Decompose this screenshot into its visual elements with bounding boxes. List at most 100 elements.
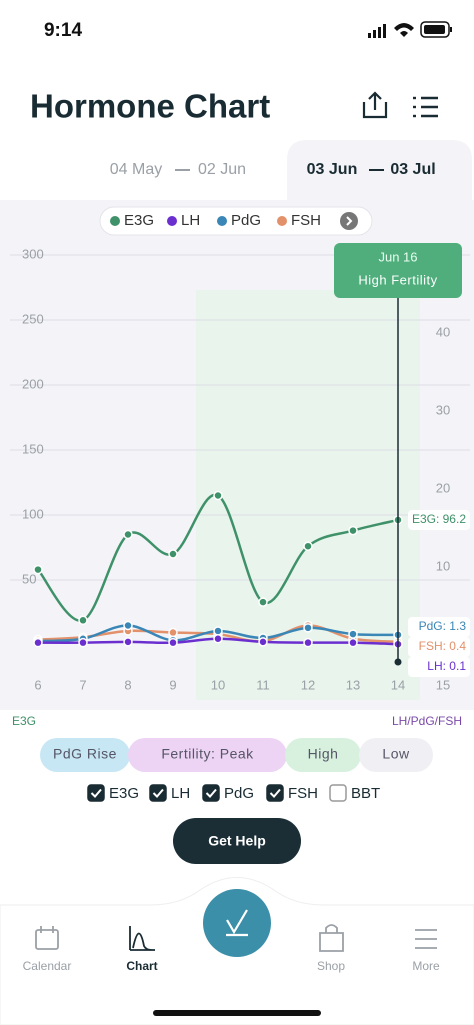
y-tick-label: 50 [22,571,36,586]
phase-label: Low [382,746,410,762]
share-button[interactable] [362,91,388,119]
y2-tick-label: 20 [436,480,450,495]
y2-tick-label: 40 [436,324,450,339]
value-label-bg [408,617,470,637]
x-tick-label: 14 [391,677,405,692]
y-tick-label: 250 [22,311,44,326]
legend-label: E3G [124,212,154,229]
data-point [123,620,133,631]
phase-label: PdG Rise [53,746,117,762]
checkbox-label: BBT [351,785,380,802]
checkbox[interactable] [87,784,105,802]
y-tick-label: 200 [22,376,44,391]
nav-label[interactable]: Chart [126,959,157,973]
phase [40,738,130,772]
data-point [303,541,313,551]
value-label: E3G: 96.2 [412,512,466,526]
nav-label[interactable]: Calendar [23,959,72,973]
legend-dot [277,216,287,226]
page-title: Hormone Chart [30,88,270,125]
legend-more-icon [346,216,353,226]
x-tick-label: 7 [79,677,86,692]
controls: PdG Rise Fertility: Peak High Low E3G LH PdG FS… [40,738,433,864]
phase-label: Fertility: Peak [161,746,254,762]
tab-start: 04 May [110,161,162,178]
log-button[interactable] [203,889,271,957]
y2-tick-label: 10 [436,558,450,573]
tooltip-date: Jun 16 [378,249,417,264]
y-tick-label: 100 [22,506,44,521]
menu-button[interactable] [413,96,438,118]
value-label-bg [408,637,470,657]
data-point [168,549,178,559]
data-point [213,634,223,644]
y2-axis-label: LH/PdG/FSH [392,714,462,728]
tab-end: 03 Jul [390,161,435,178]
x-tick-label: 9 [169,677,176,692]
checkbox[interactable] [202,784,220,802]
y-tick-label: 300 [22,246,44,261]
checkmark [152,788,164,798]
data-point [123,637,133,647]
data-point [78,615,88,626]
value-label: FSH: 0.4 [419,639,467,653]
x-tick-label: 6 [34,677,41,692]
data-point [78,637,88,648]
data-point [303,637,313,648]
legend-dot [217,216,227,226]
nav-label[interactable]: More [412,959,440,973]
x-tick-label: 15 [436,677,450,692]
status-icons [368,21,452,38]
checkbox-label: LH [171,785,190,802]
chart: 5010015020025030010203040506789101112131… [10,206,470,728]
data-point [213,490,223,501]
checkmark [90,788,102,798]
legend-label: LH [181,212,200,229]
checkbox-label: E3G [109,785,139,802]
legend-label: PdG [231,212,261,229]
phase-label: High [308,746,339,762]
value-label-bg [408,657,470,677]
legend [99,206,373,236]
tooltip-label: High Fertility [358,272,437,287]
y2-tick-label: 30 [436,402,450,417]
checkbox[interactable] [149,784,167,802]
x-tick-label: 10 [211,677,225,692]
legend-more[interactable] [340,212,358,230]
checkbox-label: PdG [224,785,254,802]
tab[interactable]: 03 Jun 03 Jul [307,161,436,178]
data-point [348,525,358,536]
nav-label[interactable]: Shop [317,959,345,973]
data-point [348,629,358,639]
help-button[interactable] [173,818,301,864]
legend-label: FSH [291,212,321,229]
legend-dot [110,216,120,226]
x-tick-label: 12 [301,677,315,692]
help-button-label: Get Help [208,833,266,849]
data-point [258,597,268,607]
selection-dot [394,658,402,666]
data-point [168,627,178,638]
data-point [213,626,223,636]
x-tick-label: 11 [256,677,270,692]
y-axis-label: E3G [12,714,36,728]
data-point [258,637,268,647]
data-point [303,623,313,633]
data-point [348,637,358,648]
x-tick-label: 8 [124,677,131,692]
checkmark [205,788,217,798]
data-point [33,637,43,648]
tab[interactable]: 04 May 02 Jun [110,161,246,178]
data-point [33,564,43,575]
legend-dot [167,216,177,226]
checkmark [269,788,281,798]
checkbox-label: FSH [288,785,318,802]
status-time: 9:14 [44,20,82,41]
data-point [123,529,133,540]
checkbox[interactable] [329,784,347,802]
checkbox[interactable] [266,784,284,802]
log-icon [226,909,248,937]
value-label-bg [408,509,470,530]
